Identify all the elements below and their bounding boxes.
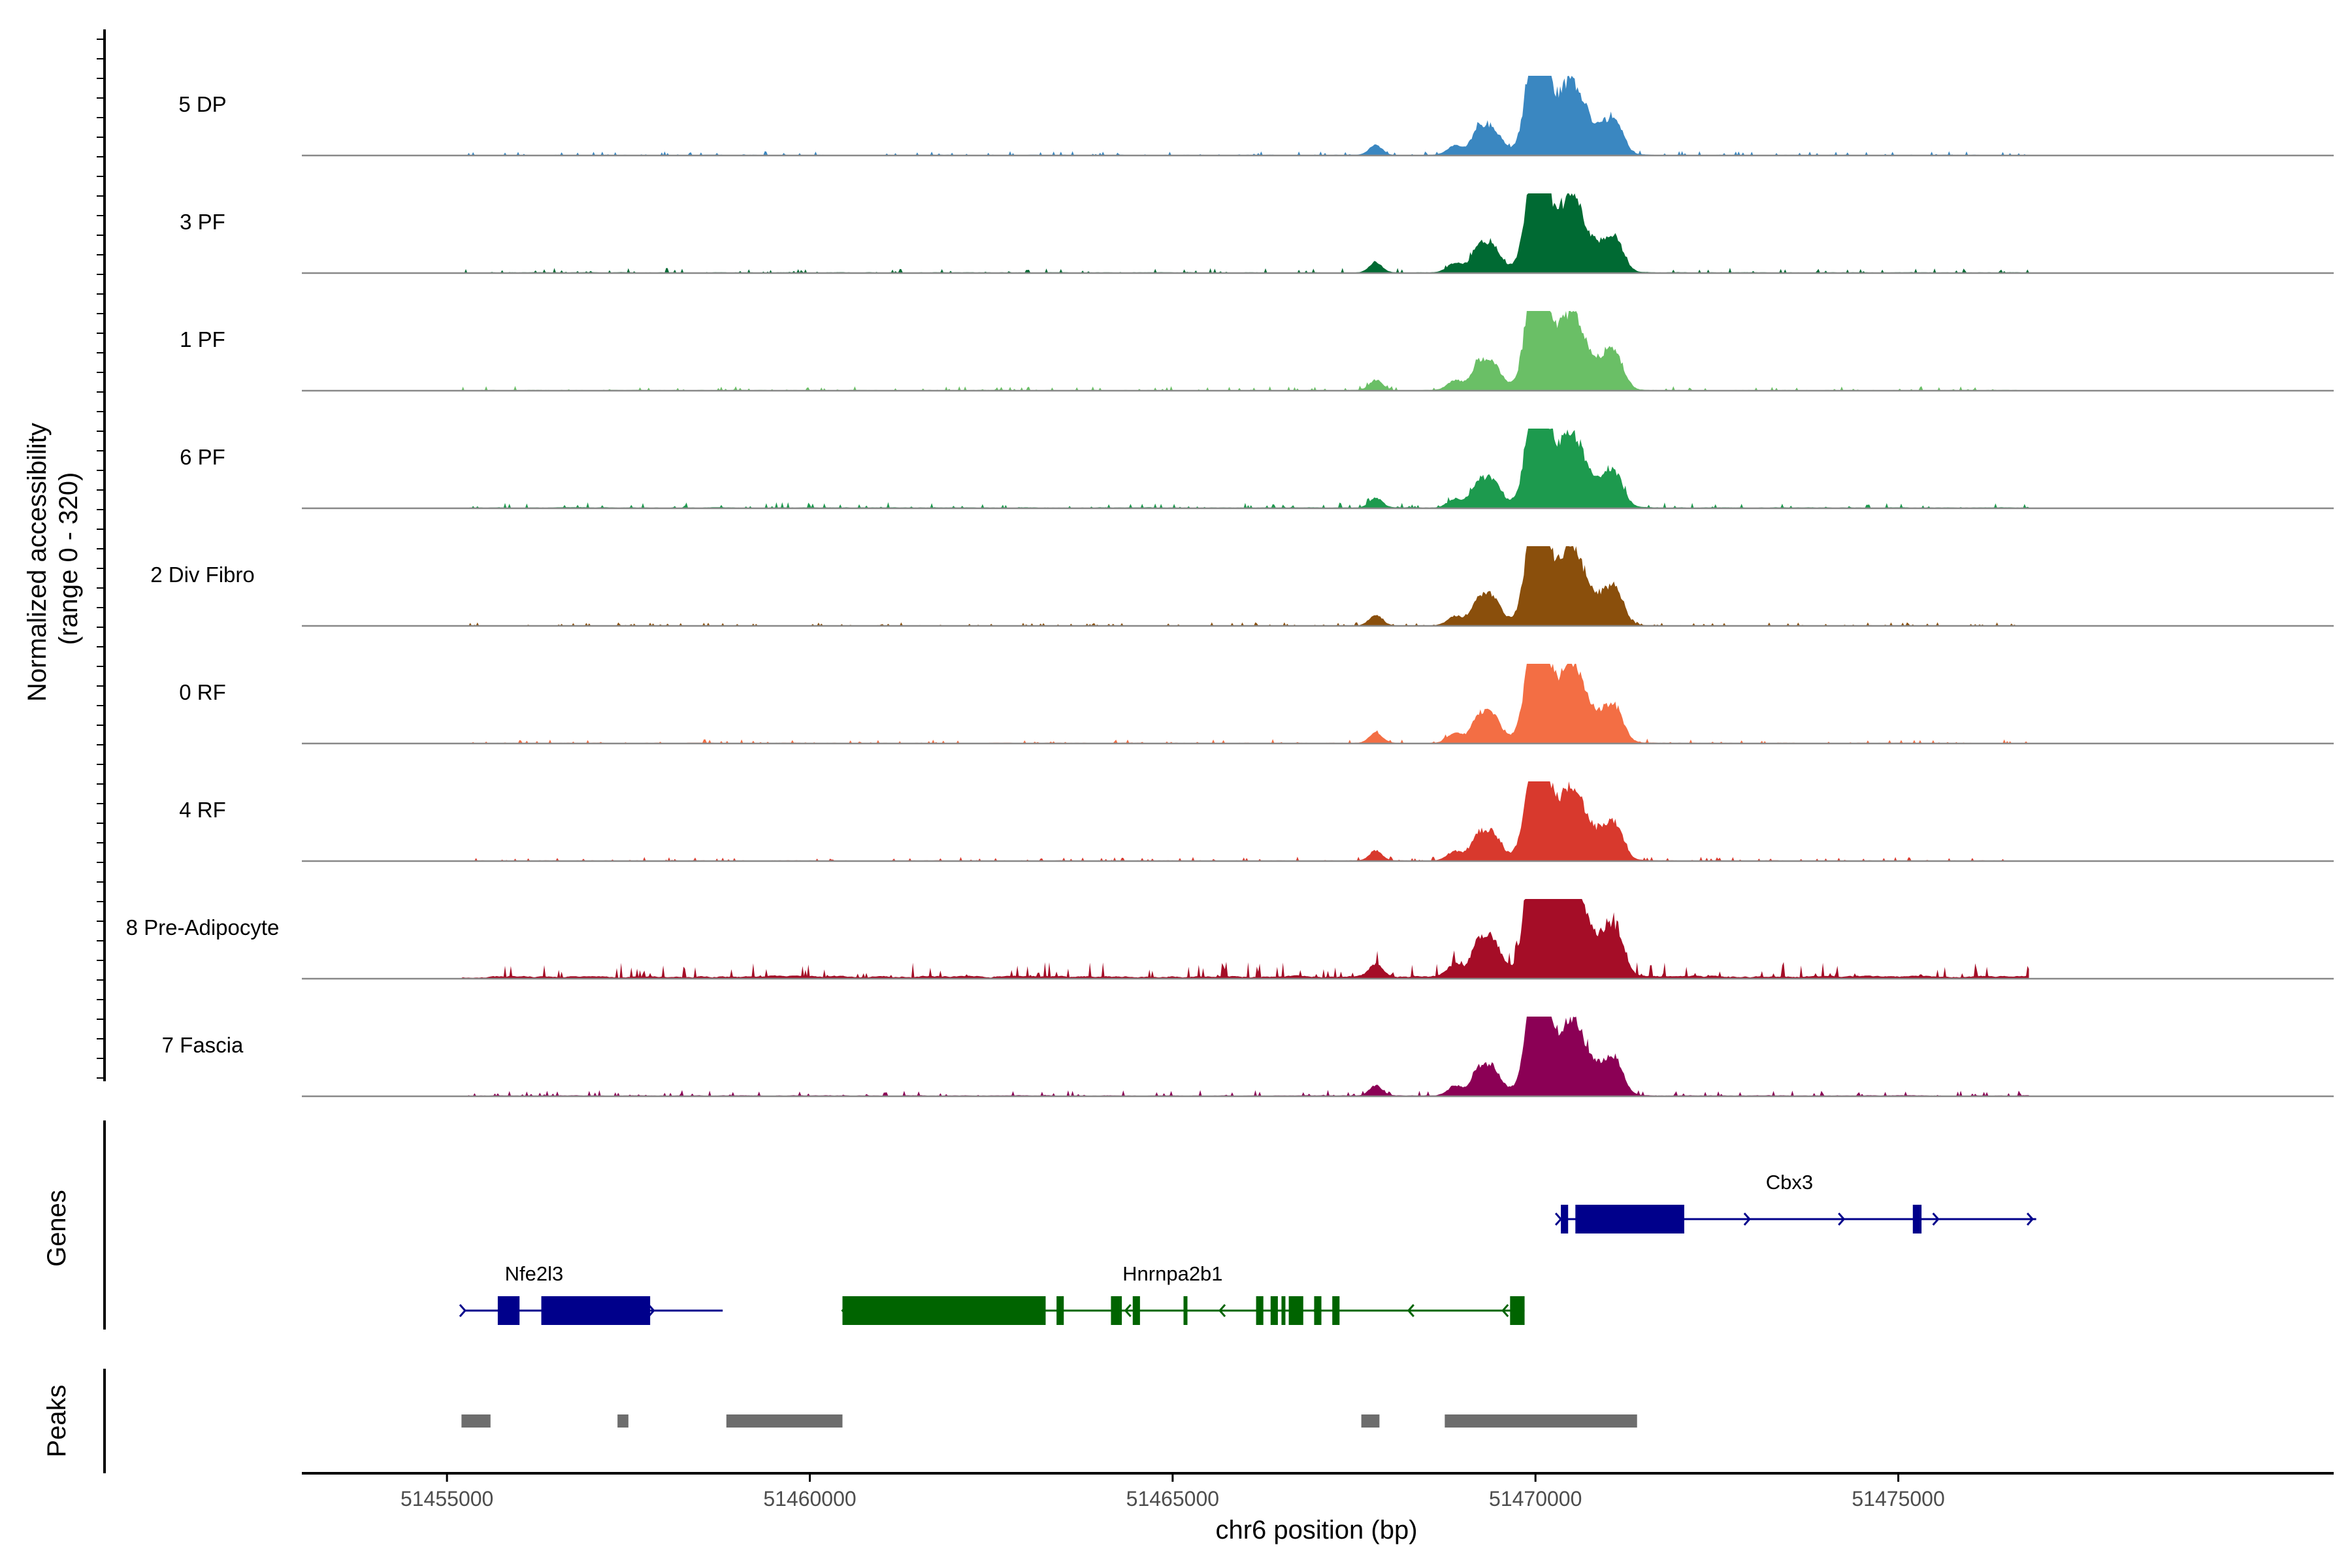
peak	[617, 1414, 629, 1428]
x-tick-label: 51470000	[1489, 1487, 1582, 1511]
peak	[1445, 1414, 1637, 1428]
track-label: 2 Div Fibro	[150, 563, 255, 587]
axes: 51455000 51460000 51465000 51470000 51475000	[97, 29, 2334, 1511]
x-tick-label: 51465000	[1126, 1487, 1219, 1511]
y-axis-label-line2: (range 0 - 320)	[54, 472, 83, 645]
gene-label: Cbx3	[1766, 1171, 1813, 1194]
coverage-area	[461, 546, 2029, 626]
x-tick-label: 51455000	[400, 1487, 493, 1511]
exon	[1183, 1296, 1188, 1325]
strand-arrow	[647, 1304, 655, 1317]
track-3: 6 PF	[180, 429, 2334, 510]
exon	[1288, 1296, 1303, 1325]
exon	[1270, 1296, 1278, 1325]
strand-arrow	[2026, 1213, 2034, 1226]
track-label: 7 Fascia	[162, 1033, 244, 1057]
coverage-area	[461, 899, 2029, 979]
strand-arrow	[1501, 1304, 1509, 1317]
track-label: 5 DP	[178, 92, 226, 116]
peaks-label: Peaks	[42, 1384, 71, 1457]
track-label: 6 PF	[180, 445, 225, 469]
track-0: 5 DP	[178, 76, 2334, 157]
exon	[1111, 1296, 1122, 1325]
genes-label: Genes	[42, 1190, 71, 1267]
coverage-area	[461, 664, 2029, 743]
coverage-area	[461, 311, 2029, 391]
coverage-area	[461, 781, 2029, 861]
x-tick-label: 51460000	[763, 1487, 856, 1511]
exon	[1281, 1296, 1286, 1325]
strand-arrow	[1218, 1304, 1226, 1317]
track-label: 3 PF	[180, 210, 225, 234]
track-8: 7 Fascia	[162, 1017, 2334, 1098]
exon	[1575, 1205, 1684, 1233]
exon	[1510, 1296, 1525, 1325]
exon	[1056, 1296, 1064, 1325]
exon	[1332, 1296, 1340, 1325]
strand-arrow	[1554, 1213, 1563, 1226]
gene-label: Hnrnpa2b1	[1122, 1262, 1222, 1285]
track-2: 1 PF	[180, 311, 2334, 392]
gene-Nfe2l3: Nfe2l3	[459, 1262, 723, 1325]
track-label: 0 RF	[179, 680, 226, 704]
track-1: 3 PF	[180, 193, 2334, 274]
y-axis-label-line1: Normalized accessibility	[23, 423, 52, 702]
strand-arrow	[1838, 1213, 1846, 1226]
track-label: 1 PF	[180, 327, 225, 351]
exon	[1314, 1296, 1322, 1325]
strand-arrow	[1743, 1213, 1751, 1226]
exon	[1132, 1296, 1140, 1325]
track-7: 8 Pre-Adipocyte	[126, 899, 2334, 980]
strand-arrow	[459, 1304, 466, 1317]
exon	[541, 1296, 651, 1325]
x-tick-label: 51475000	[1852, 1487, 1944, 1511]
exon	[1912, 1205, 1922, 1233]
coverage-area	[461, 76, 2029, 155]
gene-Hnrnpa2b1: Hnrnpa2b1	[841, 1262, 1525, 1325]
exon	[1256, 1296, 1264, 1325]
strand-arrow	[1124, 1304, 1132, 1317]
gene-annotation-track: Cbx3 Nfe2l3 Hnrnpa2b1	[459, 1171, 2036, 1325]
exon	[1561, 1205, 1569, 1233]
track-4: 2 Div Fibro	[150, 546, 2334, 627]
strand-arrow	[1932, 1213, 1940, 1226]
peaks-track	[461, 1414, 1637, 1428]
exon	[497, 1296, 520, 1325]
peak	[1361, 1414, 1380, 1428]
gene-label: Nfe2l3	[505, 1262, 564, 1285]
coverage-tracks: 5 DP 3 PF 1 PF 6 PF 2 Div Fibro 0 RF 4 RF 8 Pre…	[126, 76, 2334, 1098]
track-5: 0 RF	[179, 664, 2334, 745]
coverage-area	[461, 1017, 2029, 1096]
peak	[726, 1414, 843, 1428]
coverage-area	[461, 193, 2029, 273]
y-axis-label: Normalized accessibility (range 0 - 320)	[23, 416, 83, 702]
exon	[842, 1296, 1046, 1325]
coverage-area	[461, 429, 2029, 508]
track-label: 8 Pre-Adipocyte	[126, 915, 280, 939]
x-axis-label: chr6 position (bp)	[1215, 1516, 1417, 1544]
peak	[461, 1414, 491, 1428]
gene-Cbx3: Cbx3	[1554, 1171, 2036, 1233]
track-6: 4 RF	[179, 781, 2334, 862]
track-label: 4 RF	[179, 798, 226, 822]
strand-arrow	[1407, 1304, 1414, 1317]
